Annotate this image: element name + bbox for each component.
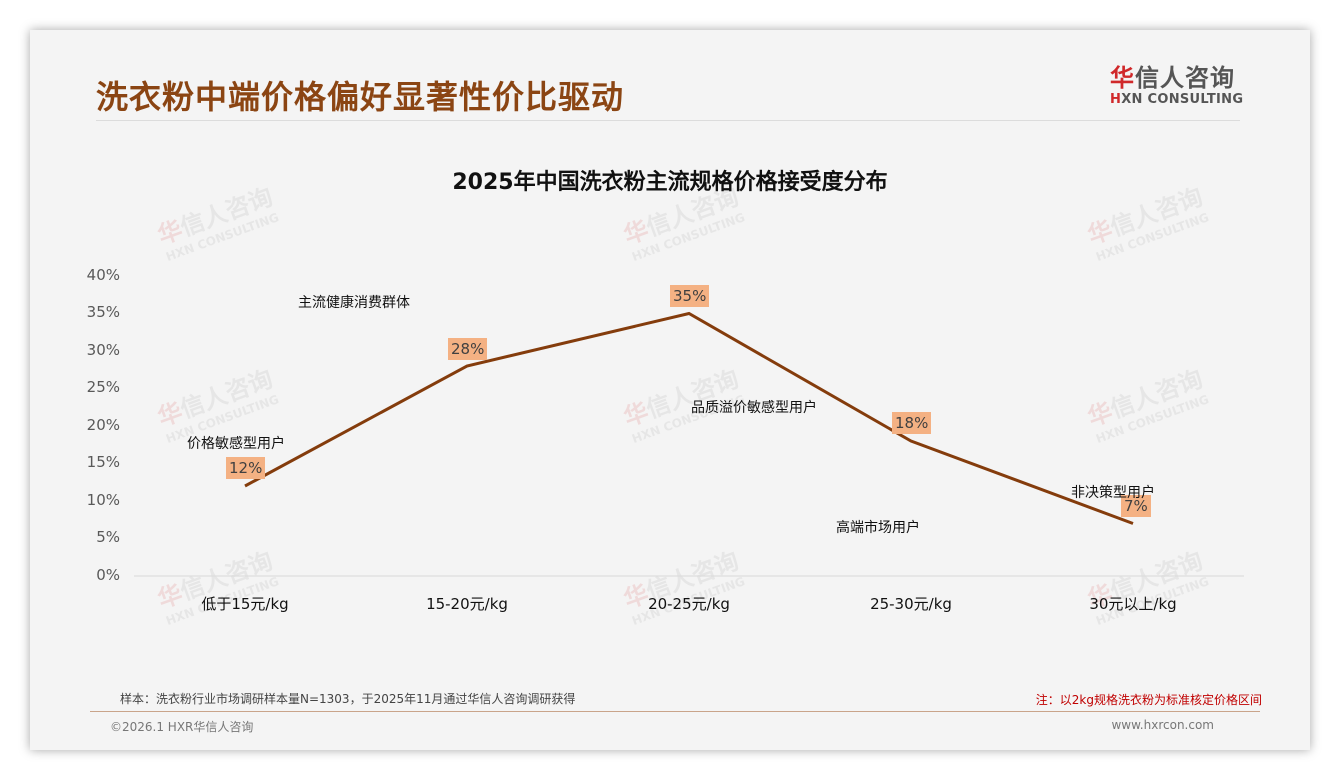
page-title: 洗衣粉中端价格偏好显著性价比驱动	[96, 78, 625, 116]
line-chart	[134, 311, 1244, 577]
source-note: 样本：洗衣粉行业市场调研样本量N=1303，于2025年11月通过华信人咨询调研…	[120, 692, 576, 706]
logo-english: HXN CONSULTING	[1110, 92, 1250, 108]
chart-title: 2025年中国洗衣粉主流规格价格接受度分布	[452, 170, 888, 195]
y-tick: 25%	[86, 378, 120, 396]
y-tick: 30%	[86, 341, 120, 359]
data-label: 18%	[892, 412, 932, 434]
x-tick: 25-30元/kg	[870, 595, 952, 613]
data-label: 35%	[670, 285, 710, 307]
header-divider	[96, 120, 1240, 121]
y-tick: 10%	[86, 491, 120, 509]
x-tick: 15-20元/kg	[426, 595, 508, 613]
logo-chinese: 华信人咨询	[1110, 64, 1250, 92]
logo-mark: 华	[1110, 64, 1135, 92]
annotation: 主流健康消费群体	[298, 295, 410, 311]
slide: 洗衣粉中端价格偏好显著性价比驱动 华信人咨询 HXN CONSULTING 华信…	[30, 30, 1310, 750]
x-tick: 低于15元/kg	[201, 595, 289, 613]
website-link[interactable]: www.hxrcon.com	[1111, 718, 1214, 732]
annotation: 品质溢价敏感型用户	[691, 400, 817, 416]
data-label: 7%	[1121, 495, 1151, 517]
y-tick: 15%	[86, 453, 120, 471]
annotation: 非决策型用户	[1071, 485, 1155, 501]
copyright: ©2026.1 HXR华信人咨询	[110, 720, 254, 734]
price-note: 注：以2kg规格洗衣粉为标准核定价格区间	[1035, 693, 1262, 707]
logo-en-mark: H	[1110, 92, 1122, 107]
x-tick: 30元以上/kg	[1089, 595, 1177, 613]
y-tick: 5%	[96, 528, 120, 546]
annotation: 高端市场用户	[836, 520, 920, 536]
data-label: 28%	[448, 338, 488, 360]
x-tick: 20-25元/kg	[648, 595, 730, 613]
annotation: 价格敏感型用户	[187, 436, 285, 452]
y-tick: 35%	[86, 303, 120, 321]
y-tick: 20%	[86, 416, 120, 434]
logo-en-text: XN CONSULTING	[1121, 92, 1244, 107]
footer-divider	[90, 711, 1260, 712]
logo-cn-text: 信人咨询	[1135, 64, 1235, 92]
company-logo: 华信人咨询 HXN CONSULTING	[1110, 64, 1250, 108]
y-tick: 40%	[86, 266, 120, 284]
data-line	[244, 311, 1134, 525]
y-tick: 0%	[96, 566, 120, 584]
data-label: 12%	[226, 457, 266, 479]
